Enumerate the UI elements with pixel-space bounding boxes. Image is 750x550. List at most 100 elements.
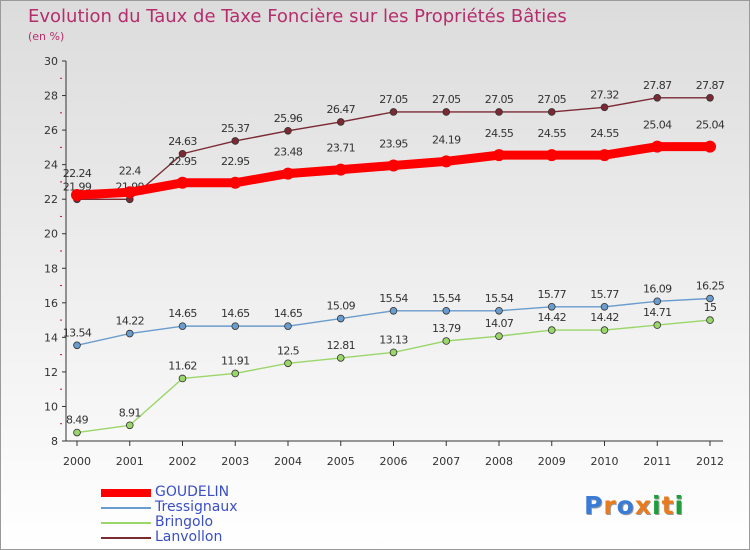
data-point <box>706 93 714 102</box>
data-point <box>125 329 134 338</box>
data-label: 22.95 <box>168 155 197 168</box>
data-point <box>123 186 136 199</box>
data-point <box>334 163 347 176</box>
data-label: 22.4 <box>119 164 142 177</box>
data-label: 15.54 <box>485 292 514 305</box>
data-point <box>600 302 609 311</box>
data-point <box>282 167 294 180</box>
legend-item-bringolo: Bringolo <box>101 515 238 530</box>
data-point <box>284 359 292 368</box>
data-label: 8.91 <box>119 406 141 419</box>
data-point <box>653 297 662 306</box>
data-label: 27.87 <box>643 79 672 92</box>
data-label: 24.19 <box>432 133 461 146</box>
data-label: 24.55 <box>485 127 514 140</box>
data-label: 13.54 <box>63 326 92 339</box>
data-label: 27.05 <box>379 93 408 106</box>
data-point <box>442 337 451 345</box>
data-point <box>600 103 609 112</box>
y-tick-label: 30 <box>44 55 58 68</box>
data-label: 11.91 <box>221 354 250 367</box>
data-label: 12.81 <box>327 339 356 352</box>
data-label: 26.47 <box>327 103 356 116</box>
data-label: 12.5 <box>277 344 300 357</box>
data-point <box>284 126 292 135</box>
data-point <box>600 326 609 334</box>
data-point <box>336 118 345 126</box>
data-point <box>495 108 503 116</box>
y-tick-label: 24 <box>44 159 58 172</box>
data-label: 22.24 <box>63 167 92 180</box>
data-point <box>389 108 398 116</box>
y-tick-label: 26 <box>44 124 58 137</box>
y-tick-label: 28 <box>44 90 58 103</box>
unit-label: (en %) <box>28 30 65 43</box>
x-tick-label: 2001 <box>116 455 144 468</box>
data-point <box>495 306 503 315</box>
data-label: 13.13 <box>379 333 408 346</box>
legend-item-tressignaux: Tressignaux <box>101 500 238 515</box>
y-tick-label: 16 <box>44 297 58 310</box>
y-tick-label: 14 <box>44 331 58 344</box>
x-tick-label: 2008 <box>485 455 513 468</box>
data-label: 22.95 <box>221 155 250 168</box>
y-tick-label: 12 <box>44 366 58 379</box>
data-point <box>73 341 81 350</box>
data-label: 27.32 <box>590 88 619 101</box>
data-label: 14.42 <box>538 311 567 324</box>
legend-swatch <box>101 521 151 524</box>
data-label: 14.71 <box>643 306 672 319</box>
data-point <box>651 140 664 153</box>
data-label: 15.54 <box>379 292 408 305</box>
data-label: 27.05 <box>432 93 461 106</box>
data-point <box>598 149 611 162</box>
data-label: 15 <box>704 301 717 314</box>
data-point <box>176 176 189 189</box>
legend-label: GOUDELIN <box>155 484 230 500</box>
data-label: 15.09 <box>327 300 356 313</box>
data-point <box>231 137 240 145</box>
data-point <box>336 314 345 323</box>
legend-swatch <box>101 506 151 509</box>
data-point <box>442 306 451 315</box>
data-point <box>284 322 292 330</box>
data-point <box>231 369 240 378</box>
legend: GOUDELIN Tressignaux Bringolo Lanvollon <box>101 485 238 545</box>
data-label: 15.54 <box>432 292 461 305</box>
data-label: 15.77 <box>590 288 619 301</box>
data-label: 14.07 <box>485 317 514 330</box>
x-tick-label: 2012 <box>696 455 724 468</box>
data-point <box>706 294 714 303</box>
data-point <box>336 354 345 362</box>
data-label: 8.49 <box>66 414 89 427</box>
data-label: 23.95 <box>379 138 408 151</box>
legend-label: Lanvollon <box>155 529 223 545</box>
data-label: 27.05 <box>538 93 567 106</box>
data-point <box>653 93 662 102</box>
legend-label: Tressignaux <box>155 499 238 515</box>
data-label: 24.63 <box>168 135 197 148</box>
data-point <box>547 326 556 334</box>
data-label: 14.65 <box>274 307 303 320</box>
data-point <box>387 159 400 172</box>
legend-item-lanvollon: Lanvollon <box>101 530 238 545</box>
data-point <box>547 108 556 116</box>
data-label: 11.62 <box>168 359 197 372</box>
x-tick-label: 2009 <box>538 455 566 468</box>
data-label: 23.48 <box>274 146 303 159</box>
data-label: 14.65 <box>221 307 250 320</box>
x-tick-label: 2006 <box>380 455 408 468</box>
data-label: 14.42 <box>590 311 619 324</box>
data-point <box>389 348 398 357</box>
data-point <box>71 189 83 202</box>
data-point <box>178 374 187 383</box>
data-label: 25.04 <box>696 119 725 132</box>
x-tick-label: 2004 <box>274 455 302 468</box>
data-label: 27.87 <box>696 79 725 92</box>
data-point <box>442 108 451 116</box>
data-point <box>73 428 81 437</box>
data-label: 23.71 <box>327 142 356 155</box>
x-tick-label: 2000 <box>63 455 91 468</box>
